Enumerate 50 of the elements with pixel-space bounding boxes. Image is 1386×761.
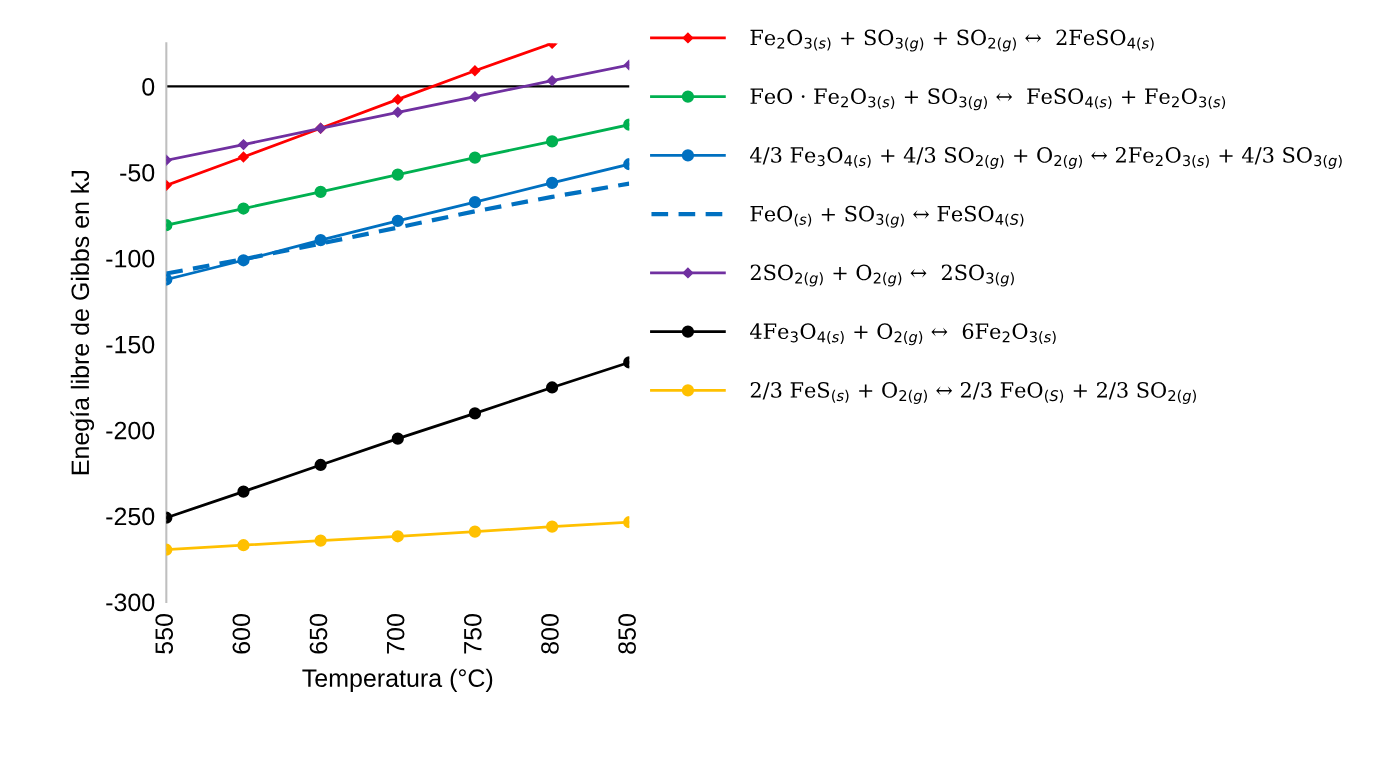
point (391, 432, 404, 445)
point (545, 135, 559, 148)
point (545, 176, 559, 190)
y-tick-label: -50 (120, 163, 155, 182)
x-tick-label: 650 (309, 614, 328, 654)
legend-label: FeO$_{(s)}$ + SO$_{3(g)}$ ↔ FeSO$_{4(S)}$ (750, 205, 1024, 228)
point (546, 75, 558, 86)
point (468, 525, 482, 538)
x-tick-label: 600 (232, 614, 251, 654)
point (237, 539, 250, 552)
x-tick-label: 550 (155, 614, 174, 654)
x-tick-label: 700 (386, 614, 405, 654)
point (391, 168, 404, 181)
point (392, 107, 403, 118)
point (238, 139, 249, 150)
y-tick-label: -150 (106, 335, 155, 354)
point (314, 534, 327, 547)
point (314, 234, 327, 247)
legend-label: 2/3 FeS$_{(s)}$ + O$_{2(g)}$ ↔ 2/3 FeO$_{(S)}$ + 2/3 SO$_{2(g)}$ (750, 382, 1196, 404)
point (392, 94, 403, 105)
point (391, 214, 404, 228)
point (238, 151, 249, 163)
point (468, 151, 482, 164)
point (237, 485, 250, 498)
point (237, 202, 250, 215)
point (469, 65, 481, 76)
point (391, 530, 404, 543)
text: Fe$_{2}$O$_{3(s)}$ + SO$_{3(g)}$ + SO$_{2(g)}$ ↔ 2FeSO$_{4(s)}$ (750, 29, 1154, 52)
point (468, 196, 482, 209)
y-tick-label: -200 (106, 421, 155, 440)
x-tick-label: 850 (618, 614, 636, 654)
point (314, 458, 327, 472)
y-axis-title: Enegía libre de Gibbs en kJ (70, 170, 95, 475)
text: FeO · Fe$_{2}$O$_{3(s)}$ + SO$_{3(g)}$ ↔ FeSO$_{4(s)}$ + Fe$_{2}$O$_{3(s)}$ (750, 88, 1226, 111)
point (545, 520, 559, 533)
point (545, 381, 559, 394)
y-tick-label: -250 (106, 507, 155, 526)
point (468, 407, 482, 420)
x-axis-title: Temperatura (°C) (302, 668, 493, 692)
y-tick-label: 0 (142, 77, 155, 96)
point (237, 254, 250, 267)
y-tick-label: -300 (106, 593, 155, 612)
x-tick-label: 800 (541, 614, 559, 654)
point (314, 185, 327, 198)
legend-label: 2SO$_{2(g)}$ + O$_{2(g)}$ ↔ 2SO$_{3(g)}$ (750, 264, 1014, 287)
point (469, 91, 481, 102)
y-tick-label: -100 (106, 249, 155, 268)
x-tick-label: 750 (463, 614, 482, 654)
text: 4/3 Fe$_{3}$O$_{4(s)}$ + 4/3 SO$_{2(g)}$ + O$_{2(g)}$ ↔ 2Fe$_{2}$O$_{3(s)}$ + 4/3 SO$_{3(g)}$ (750, 147, 1342, 169)
text: 4Fe$_{3}$O$_{4(s)}$ + O$_{2(g)}$ ↔ 6Fe$_{2}$O$_{3(s)}$ (750, 323, 1056, 346)
